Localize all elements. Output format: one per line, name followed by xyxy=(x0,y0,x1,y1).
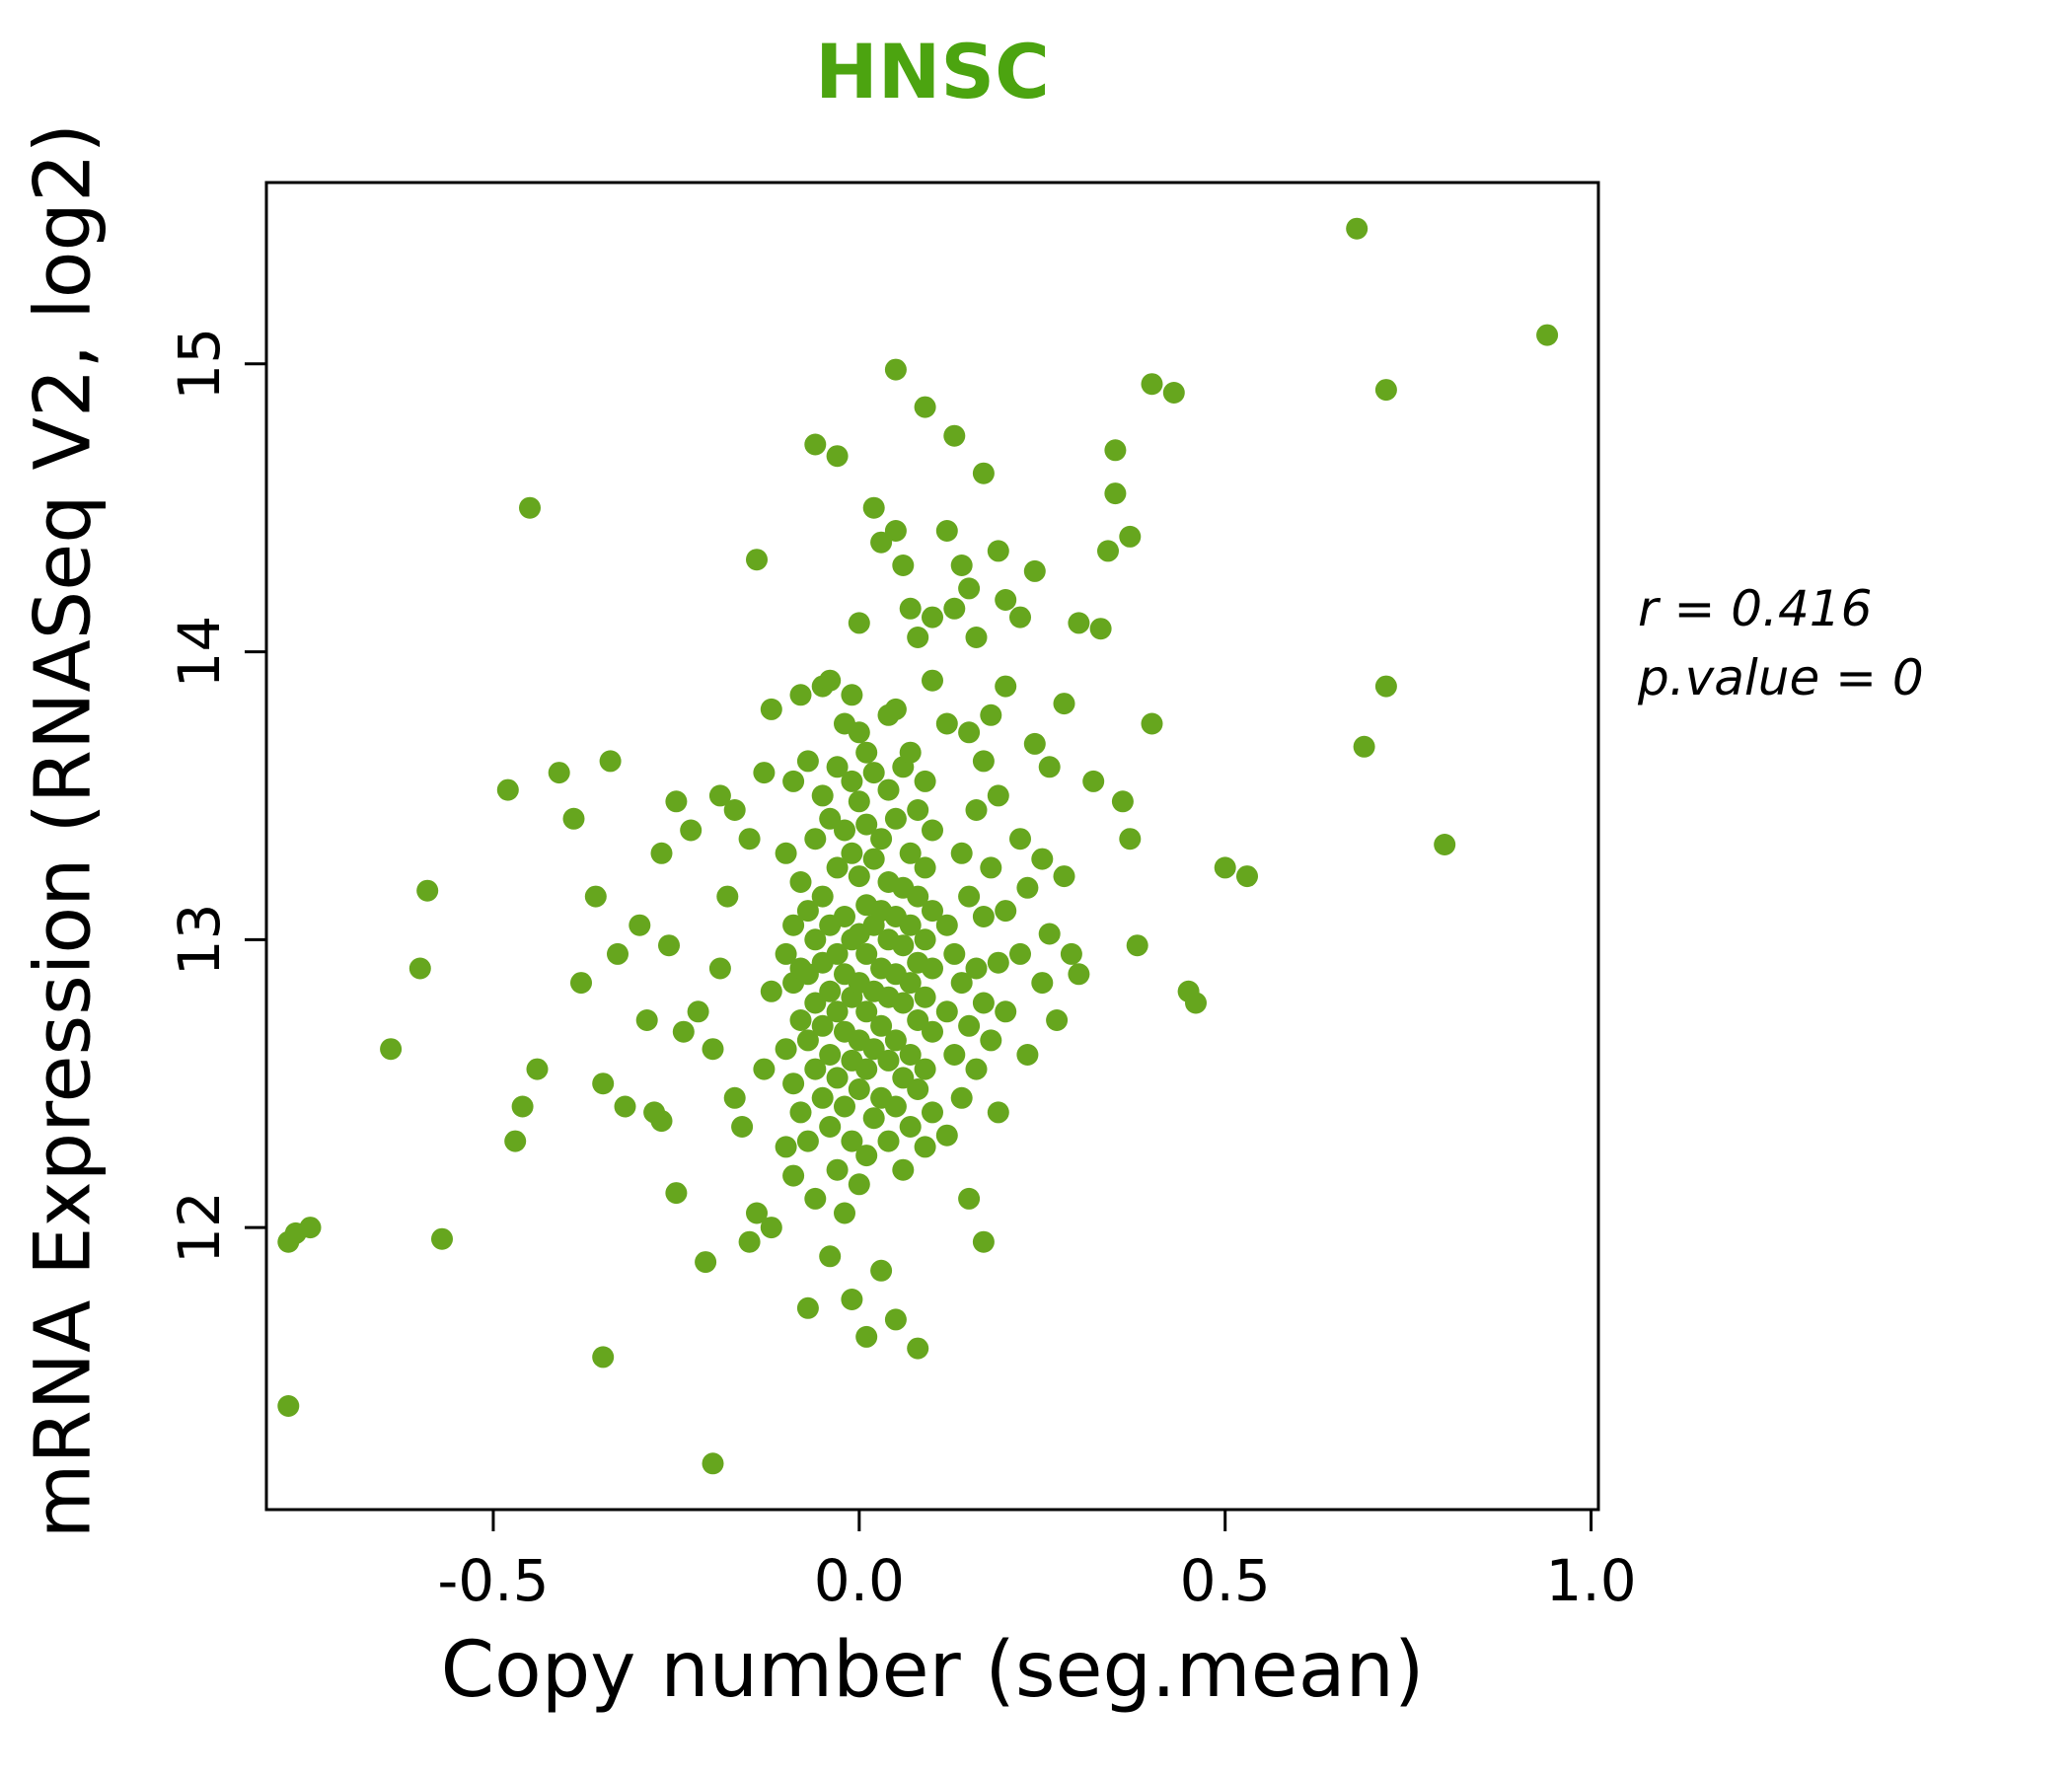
x-axis-label: Copy number (seg.mean) xyxy=(440,1626,1425,1715)
svg-text:15: 15 xyxy=(166,328,233,401)
svg-text:0.0: 0.0 xyxy=(814,1547,905,1614)
svg-text:13: 13 xyxy=(166,903,233,976)
correlation-annotation: r = 0.416 p.value = 0 xyxy=(1638,574,1924,712)
svg-text:-0.5: -0.5 xyxy=(437,1547,549,1614)
svg-text:0.5: 0.5 xyxy=(1180,1547,1271,1614)
chart-title: HNSC xyxy=(815,28,1050,115)
svg-text:1.0: 1.0 xyxy=(1545,1547,1636,1614)
p-value-text: p.value = 0 xyxy=(1638,649,1924,706)
r-value-text: r = 0.416 xyxy=(1638,580,1873,637)
svg-text:12: 12 xyxy=(166,1191,233,1264)
svg-text:14: 14 xyxy=(166,616,233,689)
